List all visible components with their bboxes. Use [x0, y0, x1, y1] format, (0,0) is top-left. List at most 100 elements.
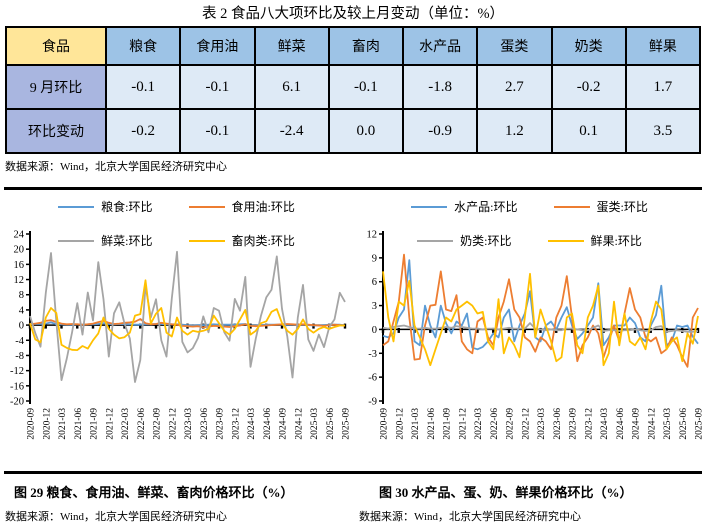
table-body: 9 月环比 -0.1 -0.1 6.1 -0.1 -1.8 2.7 -0.2 1.7 环比变动 -0…: [5, 64, 702, 155]
table-header-row: 食品 粮食 食用油 鲜菜 畜肉 水产品 蛋类 奶类 鲜果: [5, 26, 702, 67]
svg-text:2024-03: 2024-03: [600, 408, 610, 440]
svg-text:-16: -16: [10, 381, 24, 392]
svg-text:2021-12: 2021-12: [458, 408, 468, 440]
table-cell: -0.2: [104, 108, 182, 155]
series-line: [382, 253, 699, 368]
svg-text:2022-03: 2022-03: [474, 408, 484, 440]
svg-text:20: 20: [14, 245, 25, 256]
column-header: 畜肉: [327, 26, 405, 67]
svg-text:0: 0: [19, 321, 24, 332]
table-cell: -1.8: [401, 64, 479, 111]
svg-text:2024-12: 2024-12: [647, 408, 657, 440]
legend-line-swatch: [553, 205, 590, 208]
divider-top: [4, 187, 702, 191]
series-line: [29, 318, 346, 329]
table-cell: 6.1: [253, 64, 330, 111]
legend-line-swatch: [188, 239, 225, 242]
svg-text:2023-03: 2023-03: [537, 408, 547, 440]
svg-text:-12: -12: [10, 366, 24, 377]
legend-item: 畜肉类:环比: [188, 232, 295, 249]
svg-text:2024-09: 2024-09: [632, 408, 642, 440]
svg-text:2022-03: 2022-03: [121, 408, 131, 440]
legend-item: 鲜菜:环比: [58, 232, 153, 249]
svg-text:12: 12: [367, 230, 378, 241]
table-row: 环比变动 -0.2 -0.1 -2.4 0.0 -0.9 1.2 0.1 3.5: [5, 108, 702, 155]
legend-row: 奶类:环比 鲜果:环比: [353, 232, 706, 249]
svg-text:2025-06: 2025-06: [679, 408, 689, 440]
svg-text:2022-12: 2022-12: [168, 408, 178, 440]
svg-text:2022-09: 2022-09: [506, 408, 516, 440]
legend-item: 水产品:环比: [411, 198, 518, 215]
svg-text:2025-09: 2025-09: [342, 408, 352, 440]
legend-row: 水产品:环比 蛋类:环比: [353, 198, 706, 215]
svg-text:-8: -8: [15, 351, 24, 362]
table-cell: 3.5: [624, 108, 702, 155]
series-line: [382, 322, 699, 333]
svg-text:2022-06: 2022-06: [490, 408, 500, 440]
table-cell: -0.1: [327, 64, 405, 111]
column-header: 食用油: [179, 26, 256, 67]
table-cell: -0.1: [104, 64, 182, 111]
column-header: 蛋类: [476, 26, 553, 67]
svg-text:-20: -20: [10, 397, 24, 408]
legend-line-swatch: [547, 239, 584, 242]
table-cell: 1.7: [624, 64, 702, 111]
legend-label: 鲜菜:环比: [101, 234, 153, 249]
table-source: 数据来源：Wind，北京大学国民经济研究中心: [5, 161, 227, 174]
svg-text:12: 12: [14, 275, 25, 286]
svg-text:2025-03: 2025-03: [310, 408, 320, 440]
svg-text:6: 6: [372, 277, 377, 288]
svg-text:2021-03: 2021-03: [58, 408, 68, 440]
row-label: 环比变动: [5, 108, 107, 155]
corner-header: 食品: [5, 26, 107, 67]
figure-29-source: 数据来源：Wind，北京大学国民经济研究中心: [5, 511, 227, 524]
figure-captions: 图 29 粮食、食用油、鲜菜、畜肉价格环比（%） 图 30 水产品、蛋、奶、鲜果…: [0, 474, 706, 501]
svg-text:2022-09: 2022-09: [153, 408, 163, 440]
svg-text:9: 9: [372, 253, 377, 264]
legend-item: 鲜果:环比: [547, 232, 642, 249]
svg-text:2025-09: 2025-09: [695, 408, 705, 440]
svg-text:-3: -3: [368, 349, 377, 360]
table-cell: 0.0: [327, 108, 405, 155]
legend-item: 奶类:环比: [417, 232, 512, 249]
legend-label: 鲜果:环比: [590, 234, 642, 249]
table-cell: 1.2: [476, 108, 553, 155]
series-line: [382, 271, 699, 367]
column-header: 粮食: [104, 26, 182, 67]
table-title: 表 2 食品八大项环比及较上月变动（单位：%）: [201, 6, 505, 22]
svg-text:2021-06: 2021-06: [74, 408, 84, 440]
svg-text:2023-06: 2023-06: [553, 408, 563, 440]
legend-item: 粮食:环比: [58, 198, 153, 215]
legend-line-swatch: [411, 205, 448, 208]
legend-label: 粮食:环比: [101, 200, 153, 215]
svg-text:-4: -4: [15, 336, 24, 347]
svg-text:2021-06: 2021-06: [427, 408, 437, 440]
svg-text:2025-03: 2025-03: [663, 408, 673, 440]
svg-text:-6: -6: [368, 373, 377, 384]
table-cell: -2.4: [253, 108, 330, 155]
svg-text:2020-12: 2020-12: [42, 408, 52, 440]
series-line: [382, 259, 699, 351]
series-line: [29, 251, 346, 384]
svg-text:2025-06: 2025-06: [326, 408, 336, 440]
legend-label: 蛋类:环比: [596, 200, 648, 215]
table-row: 9 月环比 -0.1 -0.1 6.1 -0.1 -1.8 2.7 -0.2 1.7: [5, 64, 702, 111]
table-cell: 2.7: [476, 64, 553, 111]
svg-text:2022-06: 2022-06: [137, 408, 147, 440]
legend-line-swatch: [58, 239, 95, 242]
column-header: 鲜菜: [253, 26, 330, 67]
food-price-table: 食品 粮食 食用油 鲜菜 畜肉 水产品 蛋类 奶类 鲜果 9 月环比 -0.1 -0.1 6.1 -0.…: [5, 26, 702, 155]
svg-text:2022-12: 2022-12: [521, 408, 531, 440]
legend-label: 食用油:环比: [231, 200, 295, 215]
legend-item: 蛋类:环比: [553, 198, 648, 215]
table-cell: -0.2: [550, 64, 627, 111]
column-header: 鲜果: [624, 26, 702, 67]
svg-text:8: 8: [19, 290, 24, 301]
svg-text:2023-03: 2023-03: [184, 408, 194, 440]
svg-text:2021-03: 2021-03: [411, 408, 421, 440]
svg-text:2020-09: 2020-09: [380, 408, 390, 440]
svg-text:2021-09: 2021-09: [443, 408, 453, 440]
chart-figure-29: 24 20 16 12 8 4 0 -4 -8 -12 -16 -20 2020-09 2020-12 20…: [0, 190, 353, 471]
svg-text:0: 0: [372, 325, 377, 336]
